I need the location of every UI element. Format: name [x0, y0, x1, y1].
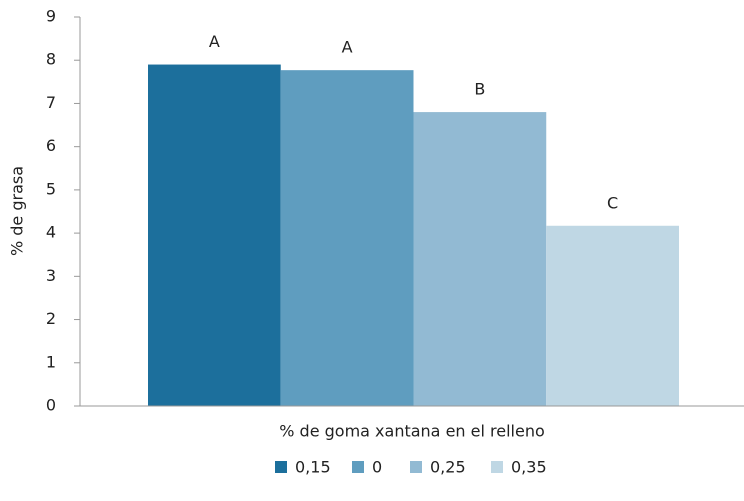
legend-swatch — [352, 461, 364, 473]
bar-annotation: B — [474, 80, 485, 99]
y-tick-label: 7 — [46, 93, 56, 112]
bar — [413, 112, 547, 406]
y-tick-label: 8 — [46, 50, 56, 69]
legend-swatch — [491, 461, 503, 473]
y-tick-label: 1 — [46, 352, 56, 371]
bar — [148, 64, 281, 407]
legend-label: 0,35 — [511, 458, 547, 477]
y-tick-label: 3 — [46, 266, 56, 285]
y-tick-label: 4 — [46, 223, 56, 242]
y-tick-label: 6 — [46, 136, 56, 155]
y-axis-label: % de grasa — [8, 166, 27, 256]
bar — [546, 225, 679, 406]
legend-label: 0 — [372, 458, 382, 477]
bar-annotation: A — [209, 32, 220, 51]
y-tick-label: 2 — [46, 309, 56, 328]
y-tick-label: 9 — [46, 7, 56, 26]
bar — [280, 70, 414, 406]
bar-annotation: C — [607, 193, 618, 212]
y-tick-label: 5 — [46, 179, 56, 198]
legend-label: 0,25 — [430, 458, 466, 477]
bar-annotation: A — [342, 38, 353, 57]
y-tick-label: 0 — [46, 396, 56, 415]
legend-swatch — [275, 461, 287, 473]
legend-swatch — [410, 461, 422, 473]
x-axis-label: % de goma xantana en el relleno — [279, 422, 545, 441]
legend-label: 0,15 — [295, 458, 331, 477]
